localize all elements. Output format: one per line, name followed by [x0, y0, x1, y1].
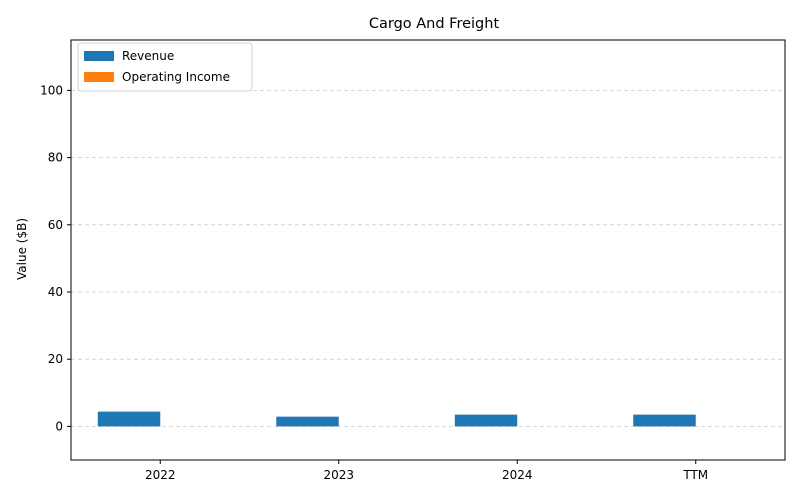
legend-label-operating-income: Operating Income [122, 70, 230, 84]
x-tick-label-2024: 2024 [502, 468, 533, 482]
legend: Revenue Operating Income [77, 42, 253, 92]
bar-revenue-2022 [97, 411, 161, 427]
bar-revenue-2023 [276, 416, 339, 427]
y-tick-label-80: 80 [48, 151, 63, 165]
bar-revenue-ttm [633, 414, 696, 427]
axes: 2022 2023 2024 TTM 0 20 40 60 80 100 [40, 39, 786, 482]
y-tick-label-60: 60 [48, 218, 63, 232]
y-tick-label-0: 0 [55, 419, 63, 433]
x-tick-label-ttm: TTM [682, 468, 708, 482]
bars [97, 411, 696, 427]
chart-title: Cargo And Freight [369, 16, 500, 32]
y-tick-label-40: 40 [48, 285, 63, 299]
y-axis-label: Value ($B) [15, 218, 29, 280]
legend-label-revenue: Revenue [122, 49, 174, 63]
x-tick-label-2022: 2022 [145, 468, 176, 482]
x-tick-label-2023: 2023 [323, 468, 354, 482]
legend-swatch-revenue [84, 51, 114, 61]
bar-revenue-2024 [454, 414, 518, 427]
gridlines [71, 90, 785, 427]
plot-frame [70, 39, 786, 461]
legend-box [77, 42, 253, 92]
y-tick-label-100: 100 [40, 83, 63, 97]
y-tick-label-20: 20 [48, 352, 63, 366]
legend-swatch-operating-income [84, 72, 114, 82]
